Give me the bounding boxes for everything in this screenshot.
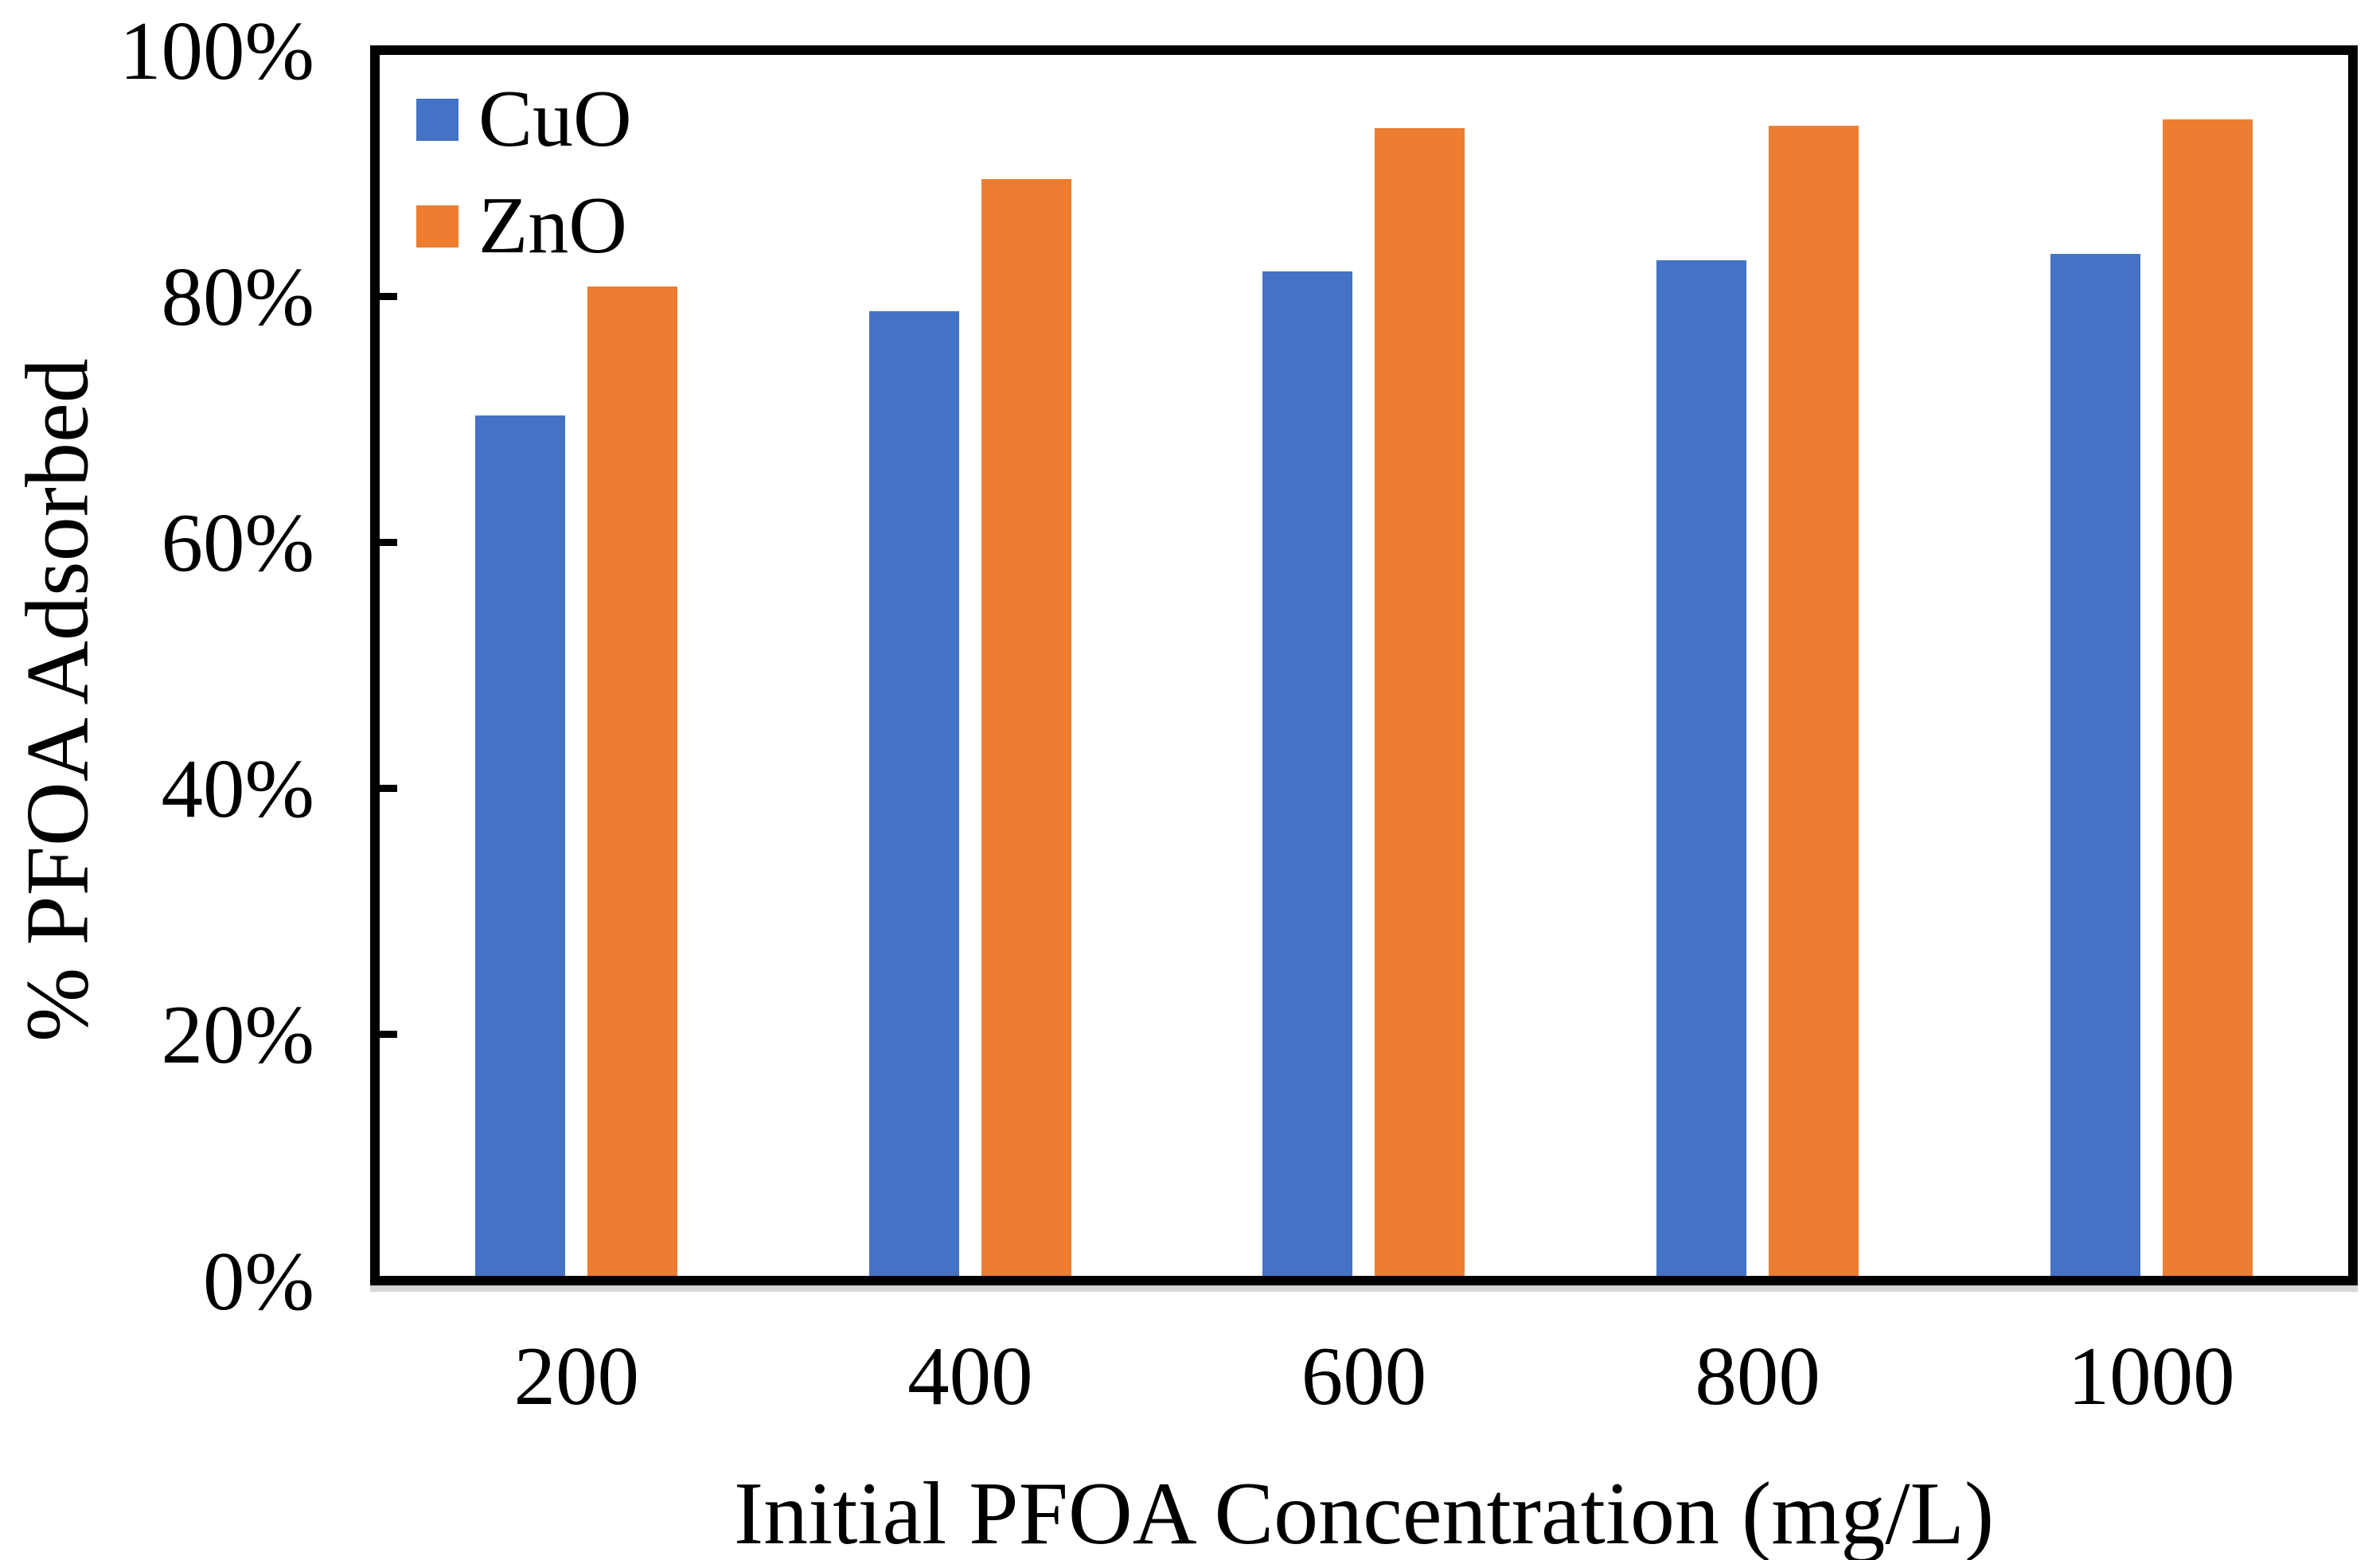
y-tick-label: 0% [203, 1234, 314, 1328]
y-tick-mark [380, 292, 397, 300]
legend-label: CuO [478, 74, 632, 164]
x-tick-label: 1000 [2067, 1329, 2235, 1422]
bar-zno-800 [1769, 125, 1859, 1276]
bar-cuo-1000 [2050, 254, 2140, 1276]
bar-zno-200 [587, 287, 678, 1276]
legend-item-zno: ZnO [416, 179, 632, 273]
bar-zno-600 [1375, 128, 1465, 1276]
category-group-800 [1561, 55, 1955, 1276]
bar-series-container [380, 55, 2348, 1276]
x-tick-label: 600 [1301, 1329, 1427, 1422]
x-tick-label: 200 [513, 1329, 640, 1422]
y-tick-label: 80% [161, 249, 314, 343]
legend-swatch-cuo [416, 98, 458, 141]
plot-area: CuO ZnO [370, 45, 2358, 1285]
y-tick-label: 40% [161, 742, 314, 836]
legend: CuO ZnO [416, 72, 632, 273]
y-tick-label: 100% [119, 3, 314, 97]
category-group-400 [774, 55, 1168, 1276]
x-axis-title: Initial PFOA Concentration (mg/L) [733, 1464, 1995, 1560]
bar-cuo-400 [868, 311, 959, 1276]
bar-zno-400 [981, 179, 1071, 1276]
legend-label: ZnO [478, 181, 627, 271]
bar-zno-1000 [2162, 119, 2253, 1276]
x-axis-tick-labels: 200 400 600 800 1000 [380, 1328, 2348, 1424]
bar-cuo-200 [475, 415, 566, 1276]
x-tick-label: 400 [907, 1329, 1033, 1422]
bar-cuo-800 [1656, 259, 1747, 1276]
bar-cuo-600 [1262, 271, 1353, 1276]
category-group-600 [1167, 55, 1561, 1276]
category-group-1000 [1954, 55, 2348, 1276]
y-tick-mark [380, 538, 397, 546]
legend-swatch-zno [416, 205, 458, 248]
legend-item-cuo: CuO [416, 72, 632, 166]
x-tick-label: 800 [1695, 1329, 1820, 1422]
y-tick-label: 60% [161, 495, 314, 589]
axis-shadow-line [370, 1285, 2358, 1292]
y-tick-label: 20% [161, 988, 314, 1082]
y-tick-mark [380, 1031, 397, 1039]
category-group-200 [380, 55, 774, 1276]
y-tick-mark [380, 785, 397, 793]
